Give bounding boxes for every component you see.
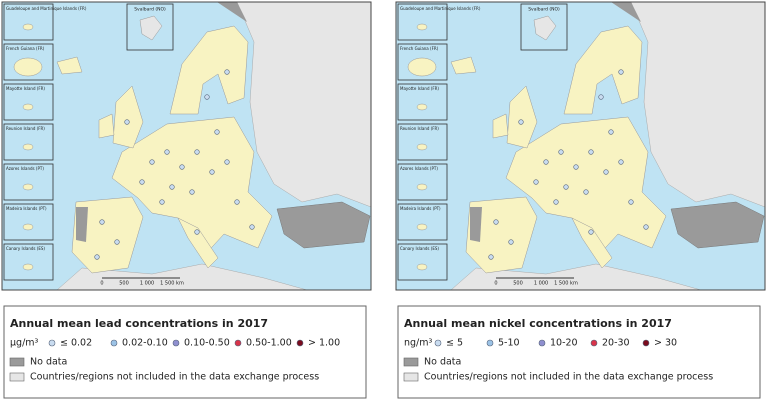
legend-swatch <box>234 339 242 347</box>
inset-land <box>533 15 557 41</box>
inset-label: Mayotte Island (FR) <box>400 86 439 91</box>
scale-label: 500 <box>513 281 523 287</box>
inset-frame <box>3 123 54 161</box>
inset-land <box>416 183 428 191</box>
legend-swatch <box>642 339 650 347</box>
inset-label: Madeira Islands (PT) <box>400 206 441 211</box>
inset-frame <box>3 203 54 241</box>
map-frame <box>1 1 372 291</box>
inset-land <box>416 23 428 31</box>
legend-box <box>397 305 761 399</box>
inset-frame <box>3 163 54 201</box>
inset-label: French Guiana (FR) <box>400 46 439 51</box>
map-frame <box>395 1 766 291</box>
inset-frame <box>397 243 448 281</box>
map: Guadeloupe and Martinique Islands (FR) Fr… <box>1 1 372 291</box>
inset-label: Canary Islands (ES) <box>400 246 439 251</box>
inset-frame <box>397 3 448 41</box>
legend-label: Countries/regions not included in the da… <box>30 372 319 383</box>
legend-swatch <box>590 339 598 347</box>
legend-swatch <box>296 339 304 347</box>
legend-label: 5-10 <box>498 338 520 349</box>
inset-land <box>407 57 437 77</box>
inset-label: Mayotte Island (FR) <box>6 86 45 91</box>
legend-label: 20-30 <box>602 338 630 349</box>
inset-frame <box>397 163 448 201</box>
legend-title: Annual mean lead concentrations in 2017 <box>10 317 268 330</box>
legend-label: 10-20 <box>550 338 578 349</box>
map-land <box>395 1 766 291</box>
inset-frame <box>3 3 54 41</box>
map-panel: Guadeloupe and Martinique Islands (FR) Fr… <box>395 1 766 399</box>
legend-label: 0.10-0.50 <box>184 338 230 349</box>
inset-label: Reunion Island (FR) <box>400 126 439 131</box>
legend-label: ≤ 0.02 <box>60 338 92 349</box>
legend-box <box>3 305 367 399</box>
inset-label: Azores Islands (PT) <box>400 166 438 171</box>
legend-label: No data <box>424 357 461 368</box>
inset-label: Svalbard (NO) <box>528 7 560 13</box>
legend-swatch <box>403 357 419 367</box>
inset-land <box>416 143 428 151</box>
scale-label: 1 500 km <box>554 281 578 287</box>
inset-label: Azores Islands (PT) <box>6 166 44 171</box>
legend-swatch <box>110 339 118 347</box>
inset-land <box>416 263 428 271</box>
map-land <box>1 1 372 291</box>
inset-land <box>13 57 43 77</box>
inset-frame <box>3 83 54 121</box>
scale-label: 1 000 <box>140 281 154 287</box>
inset-frame <box>397 203 448 241</box>
inset-land <box>416 223 428 231</box>
inset-label: Guadeloupe and Martinique Islands (FR) <box>400 6 481 11</box>
legend-unit: ng/m³ <box>404 338 433 349</box>
legend-label: Countries/regions not included in the da… <box>424 372 713 383</box>
inset-land <box>416 103 428 111</box>
inset-label: Guadeloupe and Martinique Islands (FR) <box>6 6 87 11</box>
inset-land <box>22 223 34 231</box>
legend-swatch <box>434 339 442 347</box>
inset-land <box>22 183 34 191</box>
inset-land <box>22 103 34 111</box>
map-panel: Guadeloupe and Martinique Islands (FR) Fr… <box>1 1 372 399</box>
legend-unit: µg/m³ <box>10 338 39 349</box>
inset-label: Canary Islands (ES) <box>6 246 45 251</box>
inset-frame <box>3 243 54 281</box>
legend-label: 0.50-1.00 <box>246 338 292 349</box>
inset-land <box>22 143 34 151</box>
map: Guadeloupe and Martinique Islands (FR) Fr… <box>395 1 766 291</box>
legend-title: Annual mean nickel concentrations in 201… <box>404 317 672 330</box>
inset-label: Reunion Island (FR) <box>6 126 45 131</box>
legend-swatch <box>172 339 180 347</box>
legend-label: > 30 <box>654 338 677 349</box>
scale-label: 0 <box>100 281 103 287</box>
legend-swatch <box>48 339 56 347</box>
legend-swatch <box>538 339 546 347</box>
legend-swatch <box>9 357 25 367</box>
legend-label: ≤ 5 <box>446 338 463 349</box>
inset-land <box>22 23 34 31</box>
scale-label: 1 000 <box>534 281 548 287</box>
inset-label: Madeira Islands (PT) <box>6 206 47 211</box>
legend-swatch <box>9 372 25 382</box>
inset-label: French Guiana (FR) <box>6 46 45 51</box>
inset-land <box>139 15 163 41</box>
legend-label: No data <box>30 357 67 368</box>
legend-label: > 1.00 <box>308 338 340 349</box>
inset-label: Svalbard (NO) <box>134 7 166 13</box>
inset-frame <box>397 83 448 121</box>
legend-swatch <box>486 339 494 347</box>
legend-swatch <box>403 372 419 382</box>
scale-label: 1 500 km <box>160 281 184 287</box>
inset-frame <box>397 123 448 161</box>
scale-label: 500 <box>119 281 129 287</box>
inset-land <box>22 263 34 271</box>
scale-label: 0 <box>494 281 497 287</box>
legend-label: 0.02-0.10 <box>122 338 168 349</box>
